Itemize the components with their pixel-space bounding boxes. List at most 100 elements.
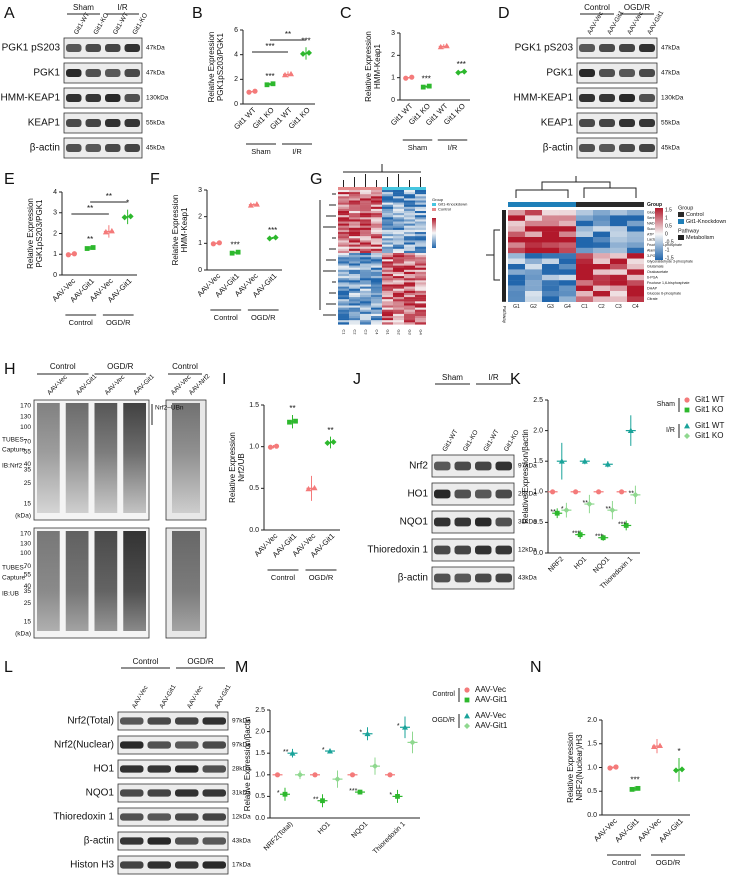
heat-cell	[349, 267, 360, 270]
data-point	[426, 83, 432, 89]
data-point	[596, 489, 602, 495]
heat-cell	[404, 259, 415, 262]
heat-cell	[371, 311, 382, 315]
heat-cell	[393, 295, 404, 298]
heat-cell	[404, 267, 415, 270]
heat-cell	[338, 267, 349, 270]
data-point	[127, 213, 134, 220]
heat-cell	[393, 225, 404, 228]
heat-cell	[393, 320, 404, 323]
heat-cell	[360, 255, 371, 258]
blot-band	[475, 517, 492, 527]
row-label: Nrf2(Total)	[67, 716, 114, 727]
heat-cell	[525, 253, 542, 259]
blot-band	[66, 144, 82, 152]
heat-cell	[360, 288, 371, 291]
blot-band	[120, 741, 144, 749]
group-label: OGD/R	[309, 573, 334, 582]
heat-cell	[525, 210, 542, 216]
heat-cell	[371, 223, 382, 226]
heat-cell	[404, 215, 415, 218]
heat-cell	[415, 202, 426, 205]
heat-cell	[508, 269, 525, 275]
heat-cell	[576, 220, 593, 227]
data-point	[102, 228, 109, 235]
heat-cell	[360, 225, 371, 228]
panel-label: C	[340, 5, 352, 22]
heat-cell	[349, 246, 360, 249]
heat-cell	[415, 250, 426, 254]
heat-cell	[525, 220, 542, 227]
heat-cell	[415, 307, 426, 310]
blot-band	[175, 717, 199, 725]
heat-cell	[415, 246, 426, 249]
x-tick-label: NQO1	[350, 821, 369, 840]
heat-cell	[382, 211, 393, 214]
heat-cell	[404, 232, 415, 235]
heat-cell	[404, 227, 415, 231]
heat-cell	[360, 322, 371, 325]
heat-cell	[404, 318, 415, 321]
heat-cell	[349, 276, 360, 279]
column-label: G4	[564, 304, 571, 310]
blot-band	[619, 69, 635, 77]
data-point	[461, 68, 468, 75]
heat-cell	[542, 242, 559, 248]
heat-cell	[349, 301, 360, 304]
heat-cell	[525, 258, 542, 265]
row-label: β-actin	[30, 143, 60, 154]
data-point	[320, 798, 325, 804]
heat-cell	[349, 263, 360, 266]
heat-cell	[349, 284, 360, 287]
heat-cell	[404, 276, 415, 279]
data-point	[635, 785, 641, 791]
heat-cell	[349, 211, 360, 214]
row-label: ATP	[647, 232, 654, 236]
heat-cell	[415, 278, 426, 281]
group-label: I/R	[117, 3, 127, 12]
bracket-label: ***	[265, 42, 274, 51]
heat-cell	[404, 280, 415, 283]
legend-group-title: Control	[432, 691, 455, 698]
heat-cell	[382, 274, 393, 277]
blot-smear	[37, 403, 60, 513]
heat-cell	[371, 318, 382, 321]
significance: ***	[301, 36, 310, 45]
heat-cell	[349, 192, 360, 195]
heat-cell	[338, 248, 349, 252]
heat-cell	[415, 269, 426, 273]
data-point	[409, 74, 415, 80]
heat-cell	[404, 246, 415, 249]
heat-cell	[415, 242, 426, 245]
blot-band	[202, 789, 226, 797]
heat-cell	[338, 292, 349, 296]
heat-cell	[404, 284, 415, 287]
heat-cell	[393, 261, 404, 264]
heat-cell	[382, 246, 393, 249]
y-axis-label: Relative Expression/βactin	[521, 429, 530, 523]
y-tick-label: 1.0	[249, 444, 259, 451]
heat-cell	[360, 246, 371, 249]
y-tick-label: 0.0	[533, 550, 543, 557]
row-label: NAD	[647, 221, 655, 225]
legend-label: AAV-Git1	[475, 721, 508, 730]
heat-cell	[610, 226, 627, 232]
heat-cell	[360, 202, 371, 205]
heat-cell	[360, 290, 371, 294]
heat-cell	[371, 261, 382, 264]
heat-cell	[382, 290, 393, 294]
heat-cell	[382, 190, 393, 193]
heat-cell	[338, 219, 349, 222]
heat-cell	[404, 322, 415, 325]
heat-cell	[393, 303, 404, 306]
bracket-label: **	[87, 204, 93, 213]
blot-frame	[117, 759, 229, 779]
heat-cell	[382, 240, 393, 243]
heat-cell	[415, 303, 426, 306]
heat-cell	[382, 223, 393, 226]
blot-band	[495, 489, 512, 499]
legend-label: Git1-Knockdown	[686, 219, 726, 225]
heat-cell	[559, 210, 576, 216]
blot-band	[120, 837, 144, 845]
data-point	[443, 42, 450, 49]
